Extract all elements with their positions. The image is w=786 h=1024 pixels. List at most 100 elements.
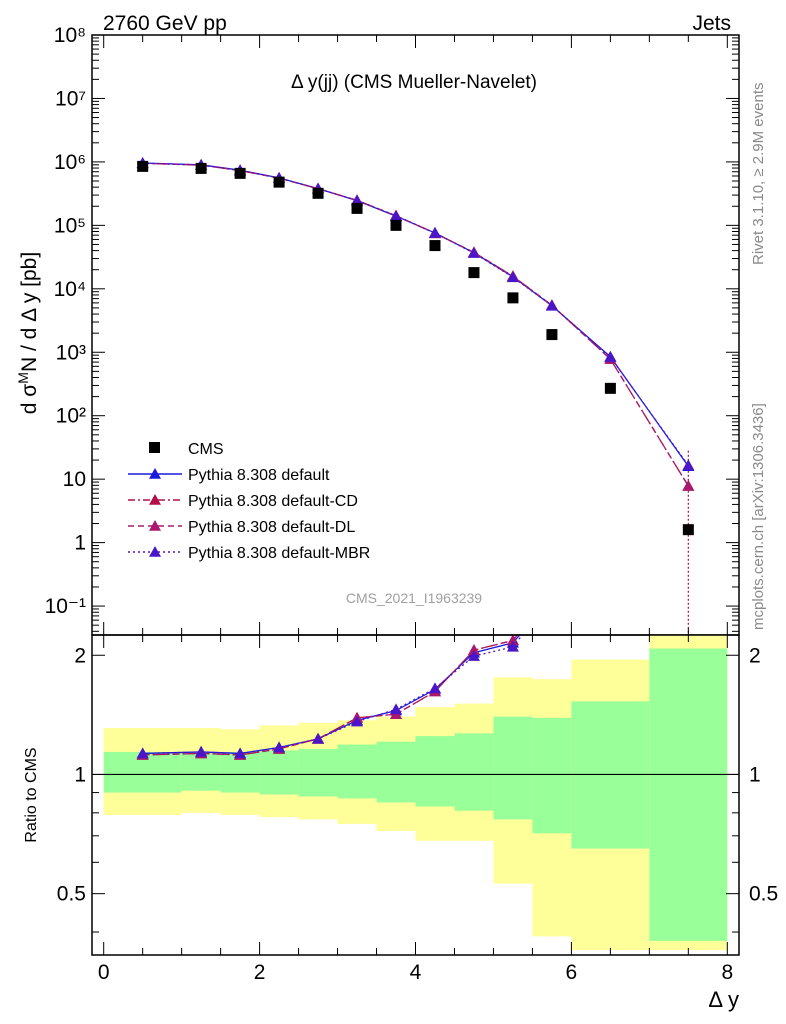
plot-title: Δ y(jj) (CMS Mueller-Navelet) [291, 72, 537, 93]
ratio-point-default [546, 591, 558, 602]
data-point [468, 267, 480, 279]
ratio-point-mbr [136, 747, 149, 759]
data-point [604, 382, 616, 394]
uncertainty-band-inner [454, 733, 494, 811]
main-y-tick-label: 10⁻¹ [45, 595, 86, 618]
main-y-tick-label: 10 [63, 468, 86, 491]
uncertainty-band-inner [415, 736, 455, 807]
legend-label-dl: Pythia 8.308 default-DL [188, 519, 355, 536]
ratio-point-default [604, 574, 616, 585]
ratio-y-tick-label: 1 [74, 763, 86, 786]
ratio-point-mbr [273, 741, 286, 753]
rivet-version-label: Rivet 3.1.10, ≥ 2.9M events [750, 83, 767, 266]
ratio-point-default [682, 372, 694, 383]
uncertainty-band-inner [376, 741, 416, 803]
ratio-point-mbr [467, 650, 480, 661]
data-point [137, 160, 149, 172]
series-line-cd [142, 162, 689, 487]
ratio-point-dl [467, 644, 480, 655]
main-y-tick-label: 10⁸ [54, 24, 86, 47]
series-point-mbr [390, 209, 403, 221]
data-point [507, 292, 519, 304]
ratio-point-mbr [234, 747, 247, 759]
main-y-axis-label: d σMN / d Δ y [pb] [15, 252, 41, 414]
ratio-point-mbr [312, 732, 325, 744]
series-line-default [142, 162, 689, 467]
uncertainty-band-inner [259, 750, 299, 795]
ratio-y-tick-label-right: 2 [749, 644, 761, 667]
ratio-point-mbr [546, 591, 558, 602]
data-point [312, 187, 324, 199]
main-y-tick-label: 1 [74, 532, 86, 555]
data-point [351, 202, 363, 214]
ratio-y-tick-label: 2 [74, 644, 86, 667]
x-tick-label: 6 [566, 961, 578, 984]
x-tick-label: 0 [98, 961, 110, 984]
ratio-point-mbr [390, 703, 403, 715]
main-y-tick-label: 10⁷ [55, 87, 86, 110]
series-point-mbr [428, 226, 441, 238]
series-point-mbr [467, 247, 480, 258]
main-y-tick-label: 10² [56, 405, 86, 428]
series-point-dl [682, 480, 695, 491]
series-point-mbr [545, 299, 558, 311]
uncertainty-band-inner [493, 716, 533, 820]
ratio-point-mbr [428, 682, 441, 694]
x-axis-label: Δ y [708, 987, 739, 1012]
header-jets-label: Jets [692, 12, 731, 35]
legend-marker-cms [149, 442, 160, 453]
x-tick-label: 2 [254, 961, 266, 984]
main-panel: 10⁻¹ 1 10 10² 10³ 10⁴ 10⁵ 10⁶ 10⁷ 10⁸ Δ y(jj) (CM… [45, 24, 740, 636]
ratio-y-tick-label-right: 0.5 [749, 883, 778, 906]
uncertainty-band-inner [337, 744, 377, 799]
data-point [390, 219, 402, 231]
ratio-point-mbr [506, 640, 519, 652]
ratio-point-cd [546, 585, 558, 596]
series-line-mbr [142, 162, 689, 466]
ratio-y-tick-label-right: 1 [749, 763, 761, 786]
ratio-point-mbr [195, 745, 208, 757]
data-point [195, 162, 207, 174]
legend-marker-mbr [149, 546, 161, 557]
main-y-tick-label: 10⁵ [54, 214, 86, 237]
series-point-mbr [351, 194, 364, 206]
main-y-tick-label: 10³ [56, 341, 86, 364]
data-point [429, 240, 441, 252]
data-point [234, 167, 246, 179]
ratio-point-mbr [351, 715, 364, 727]
ratio-point-dl [546, 585, 558, 596]
x-tick-label: 4 [410, 961, 422, 984]
data-point [682, 524, 694, 536]
source-label: mcplots.cern.ch [arXiv:1306.3436] [750, 403, 767, 630]
legend: CMS Pythia 8.308 default Pythia 8.308 defa… [128, 441, 370, 562]
uncertainty-band-inner [649, 648, 728, 941]
data-point [273, 176, 285, 188]
ratio-point-mbr [682, 367, 694, 378]
ratio-panel: 0 2 4 6 8 0.5 0.5 1 1 2 2 [57, 367, 778, 984]
x-tick-label: 8 [721, 961, 733, 984]
legend-marker-cd [149, 494, 161, 505]
ratio-point-dl [604, 585, 616, 596]
ratio-y-axis-label: Ratio to CMS [23, 747, 40, 842]
analysis-watermark: CMS_2021_I1963239 [346, 590, 482, 606]
series-point-mbr [506, 271, 519, 283]
uncertainty-band-inner [181, 751, 221, 791]
uncertainty-band-inner [532, 717, 572, 834]
main-y-tick-label: 10⁴ [54, 278, 86, 301]
series-point-mbr [682, 459, 695, 471]
legend-label-data: CMS [188, 441, 224, 458]
legend-label-default: Pythia 8.308 default [188, 467, 330, 484]
series-point-mbr [604, 351, 617, 362]
legend-marker-default [149, 468, 161, 479]
uncertainty-band-inner [298, 748, 338, 797]
legend-marker-dl [149, 520, 161, 531]
data-point [546, 329, 558, 341]
ratio-point-cd [604, 585, 616, 596]
legend-label-cd: Pythia 8.308 default-CD [188, 493, 358, 510]
header-energy-label: 2760 GeV pp [103, 12, 227, 35]
main-y-tick-label: 10⁶ [54, 151, 86, 174]
legend-label-mbr: Pythia 8.308 default-MBR [188, 545, 370, 562]
series-line-dl [142, 162, 689, 487]
ratio-point-mbr [604, 574, 616, 585]
